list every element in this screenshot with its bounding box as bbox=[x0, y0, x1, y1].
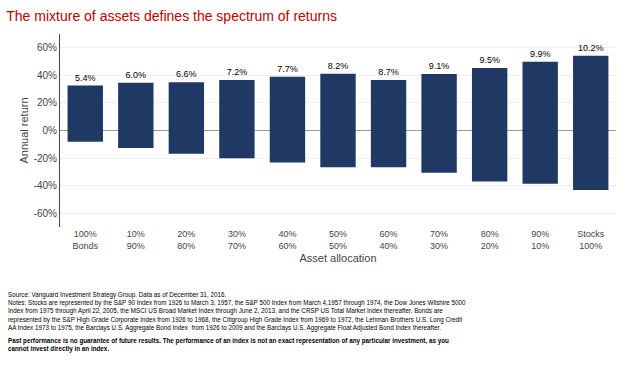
svg-text:60%40%: 60%40% bbox=[380, 229, 398, 251]
svg-text:0%: 0% bbox=[43, 125, 58, 136]
svg-text:7.7%: 7.7% bbox=[277, 64, 298, 74]
svg-text:40%: 40% bbox=[37, 70, 57, 81]
svg-text:5.4%: 5.4% bbox=[75, 73, 96, 83]
svg-text:100%Bonds: 100%Bonds bbox=[73, 229, 99, 251]
svg-text:Asset allocation: Asset allocation bbox=[299, 252, 376, 264]
svg-text:7.2%: 7.2% bbox=[227, 67, 248, 77]
svg-text:10.2%: 10.2% bbox=[578, 43, 604, 53]
svg-text:8.2%: 8.2% bbox=[328, 61, 349, 71]
svg-text:-60%: -60% bbox=[34, 208, 57, 219]
svg-text:6.6%: 6.6% bbox=[176, 69, 197, 79]
svg-text:60%: 60% bbox=[37, 42, 57, 53]
svg-text:80%20%: 80%20% bbox=[481, 229, 499, 251]
svg-text:The mixture of assets defines: The mixture of assets defines the spectr… bbox=[6, 8, 337, 24]
svg-text:Past performance is no guarant: Past performance is no guarantee of futu… bbox=[8, 337, 449, 353]
svg-text:9.9%: 9.9% bbox=[530, 49, 551, 59]
svg-text:30%70%: 30%70% bbox=[228, 229, 246, 251]
svg-text:Annual return: Annual return bbox=[18, 97, 30, 163]
svg-text:70%30%: 70%30% bbox=[430, 229, 448, 251]
svg-text:50%50%: 50%50% bbox=[329, 229, 347, 251]
svg-text:9.5%: 9.5% bbox=[479, 55, 500, 65]
svg-text:-40%: -40% bbox=[34, 180, 57, 191]
svg-text:8.7%: 8.7% bbox=[378, 67, 399, 77]
svg-text:-20%: -20% bbox=[34, 153, 57, 164]
svg-text:40%60%: 40%60% bbox=[278, 229, 296, 251]
svg-text:6.0%: 6.0% bbox=[126, 70, 147, 80]
svg-text:Stocks100%: Stocks100% bbox=[577, 229, 605, 251]
svg-text:10%90%: 10%90% bbox=[127, 229, 145, 251]
svg-text:90%10%: 90%10% bbox=[531, 229, 549, 251]
svg-text:20%80%: 20%80% bbox=[177, 229, 195, 251]
svg-text:20%: 20% bbox=[37, 97, 57, 108]
svg-text:Source: Vanguard Investment St: Source: Vanguard Investment Strategy Gro… bbox=[8, 291, 466, 332]
svg-text:9.1%: 9.1% bbox=[429, 61, 450, 71]
